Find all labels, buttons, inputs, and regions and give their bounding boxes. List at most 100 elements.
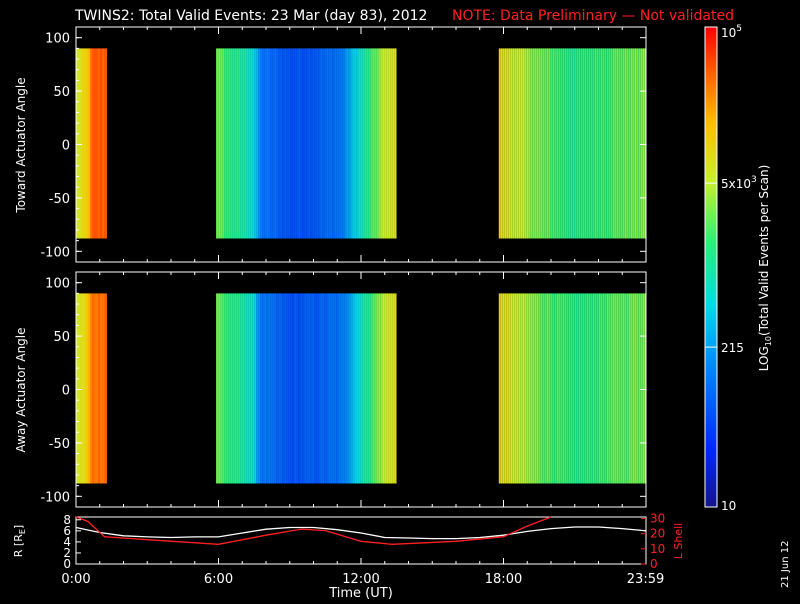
heatmap-column: [558, 48, 561, 239]
heatmap-column: [236, 293, 239, 484]
heatmap-column: [516, 48, 519, 239]
heatmap-column: [588, 293, 591, 484]
heatmap-column: [242, 293, 245, 484]
heatmap-column: [216, 48, 219, 239]
heatmap-column: [600, 293, 603, 484]
heatmap-column: [594, 293, 597, 484]
heatmap-column: [626, 293, 629, 484]
heatmap-column: [616, 293, 619, 484]
heatmap-column: [536, 293, 539, 484]
heatmap-column: [226, 48, 229, 239]
heatmap-column: [504, 48, 507, 239]
heatmap-column: [558, 293, 561, 484]
away-x-ticks: [75, 272, 647, 507]
heatmap-column: [532, 48, 535, 239]
heatmap-column: [250, 48, 253, 239]
heatmap-column: [564, 48, 567, 239]
heatmap-column: [340, 293, 343, 484]
heatmap-column: [590, 293, 593, 484]
toward-heatmap: [76, 48, 647, 239]
heatmap-column: [544, 48, 547, 239]
heatmap-column: [274, 48, 277, 239]
heatmap-column: [376, 293, 379, 484]
heatmap-column: [516, 293, 519, 484]
lshell-tick-label: 30: [650, 512, 665, 526]
heatmap-column: [298, 48, 301, 239]
heatmap-column: [630, 48, 633, 239]
heatmap-column: [378, 48, 381, 239]
heatmap-column: [614, 48, 617, 239]
y-tick-label: -100: [40, 245, 70, 260]
heatmap-column: [232, 48, 235, 239]
heatmap-column: [284, 293, 287, 484]
heatmap-column: [294, 293, 297, 484]
heatmap-column: [600, 48, 603, 239]
heatmap-column: [286, 48, 289, 239]
heatmap-column: [524, 48, 527, 239]
colorbar-label: LOG10(Total Valid Events per Scan): [757, 165, 773, 372]
heatmap-column: [220, 48, 223, 239]
heatmap-column: [622, 293, 625, 484]
heatmap-column: [256, 293, 259, 484]
heatmap-column: [610, 48, 613, 239]
time-tick-label: 23:59: [627, 572, 664, 587]
heatmap-column: [246, 48, 249, 239]
heatmap-column: [92, 293, 94, 484]
heatmap-column: [612, 48, 615, 239]
heatmap-column: [312, 48, 315, 239]
heatmap-column: [580, 48, 583, 239]
heatmap-column: [330, 48, 333, 239]
colorbar-fill: [705, 27, 717, 507]
heatmap-column: [586, 48, 589, 239]
heatmap-column: [626, 48, 629, 239]
heatmap-column: [310, 293, 313, 484]
heatmap-column: [388, 48, 391, 239]
heatmap-column: [386, 293, 389, 484]
time-tick-label: 0:00: [61, 572, 90, 587]
time-x-ticks: 0:00 6:00 12:00 18:00 23:59: [61, 558, 664, 587]
heatmap-column: [388, 293, 391, 484]
time-tick-label: 18:00: [485, 572, 522, 587]
heatmap-column: [542, 293, 545, 484]
heatmap-column: [82, 293, 84, 484]
heatmap-column: [618, 48, 621, 239]
heatmap-column: [272, 293, 275, 484]
heatmap-column: [584, 48, 587, 239]
heatmap-column: [106, 48, 107, 239]
heatmap-column: [94, 48, 96, 239]
heatmap-column: [620, 48, 623, 239]
heatmap-column: [396, 48, 397, 239]
heatmap-column: [366, 48, 369, 239]
heatmap-column: [286, 293, 289, 484]
toward-x-ticks: [75, 27, 647, 262]
heatmap-column: [314, 293, 317, 484]
heatmap-column: [566, 293, 569, 484]
heatmap-column: [358, 48, 361, 239]
heatmap-column: [608, 48, 611, 239]
y-tick-label: 100: [45, 32, 70, 47]
time-tick-label: 12:00: [342, 572, 379, 587]
heatmap-column: [82, 48, 84, 239]
heatmap-column: [588, 48, 591, 239]
heatmap-column: [266, 293, 269, 484]
heatmap-column: [636, 293, 639, 484]
heatmap-column: [378, 293, 381, 484]
heatmap-column: [282, 48, 285, 239]
heatmap-column: [518, 48, 521, 239]
heatmap-column: [302, 293, 305, 484]
heatmap-column: [320, 293, 323, 484]
heatmap-column: [248, 48, 251, 239]
heatmap-column: [568, 293, 571, 484]
heatmap-column: [342, 293, 345, 484]
heatmap-column: [602, 48, 605, 239]
heatmap-column: [518, 293, 521, 484]
heatmap-column: [330, 293, 333, 484]
heatmap-column: [324, 48, 327, 239]
heatmap-column: [104, 48, 106, 239]
radius-tick-label: 6: [63, 524, 71, 538]
heatmap-column: [504, 293, 507, 484]
heatmap-column: [100, 48, 102, 239]
heatmap-column: [634, 48, 637, 239]
colorbar-ticks: 105 5x103 215 10: [705, 24, 757, 513]
heatmap-column: [268, 293, 271, 484]
